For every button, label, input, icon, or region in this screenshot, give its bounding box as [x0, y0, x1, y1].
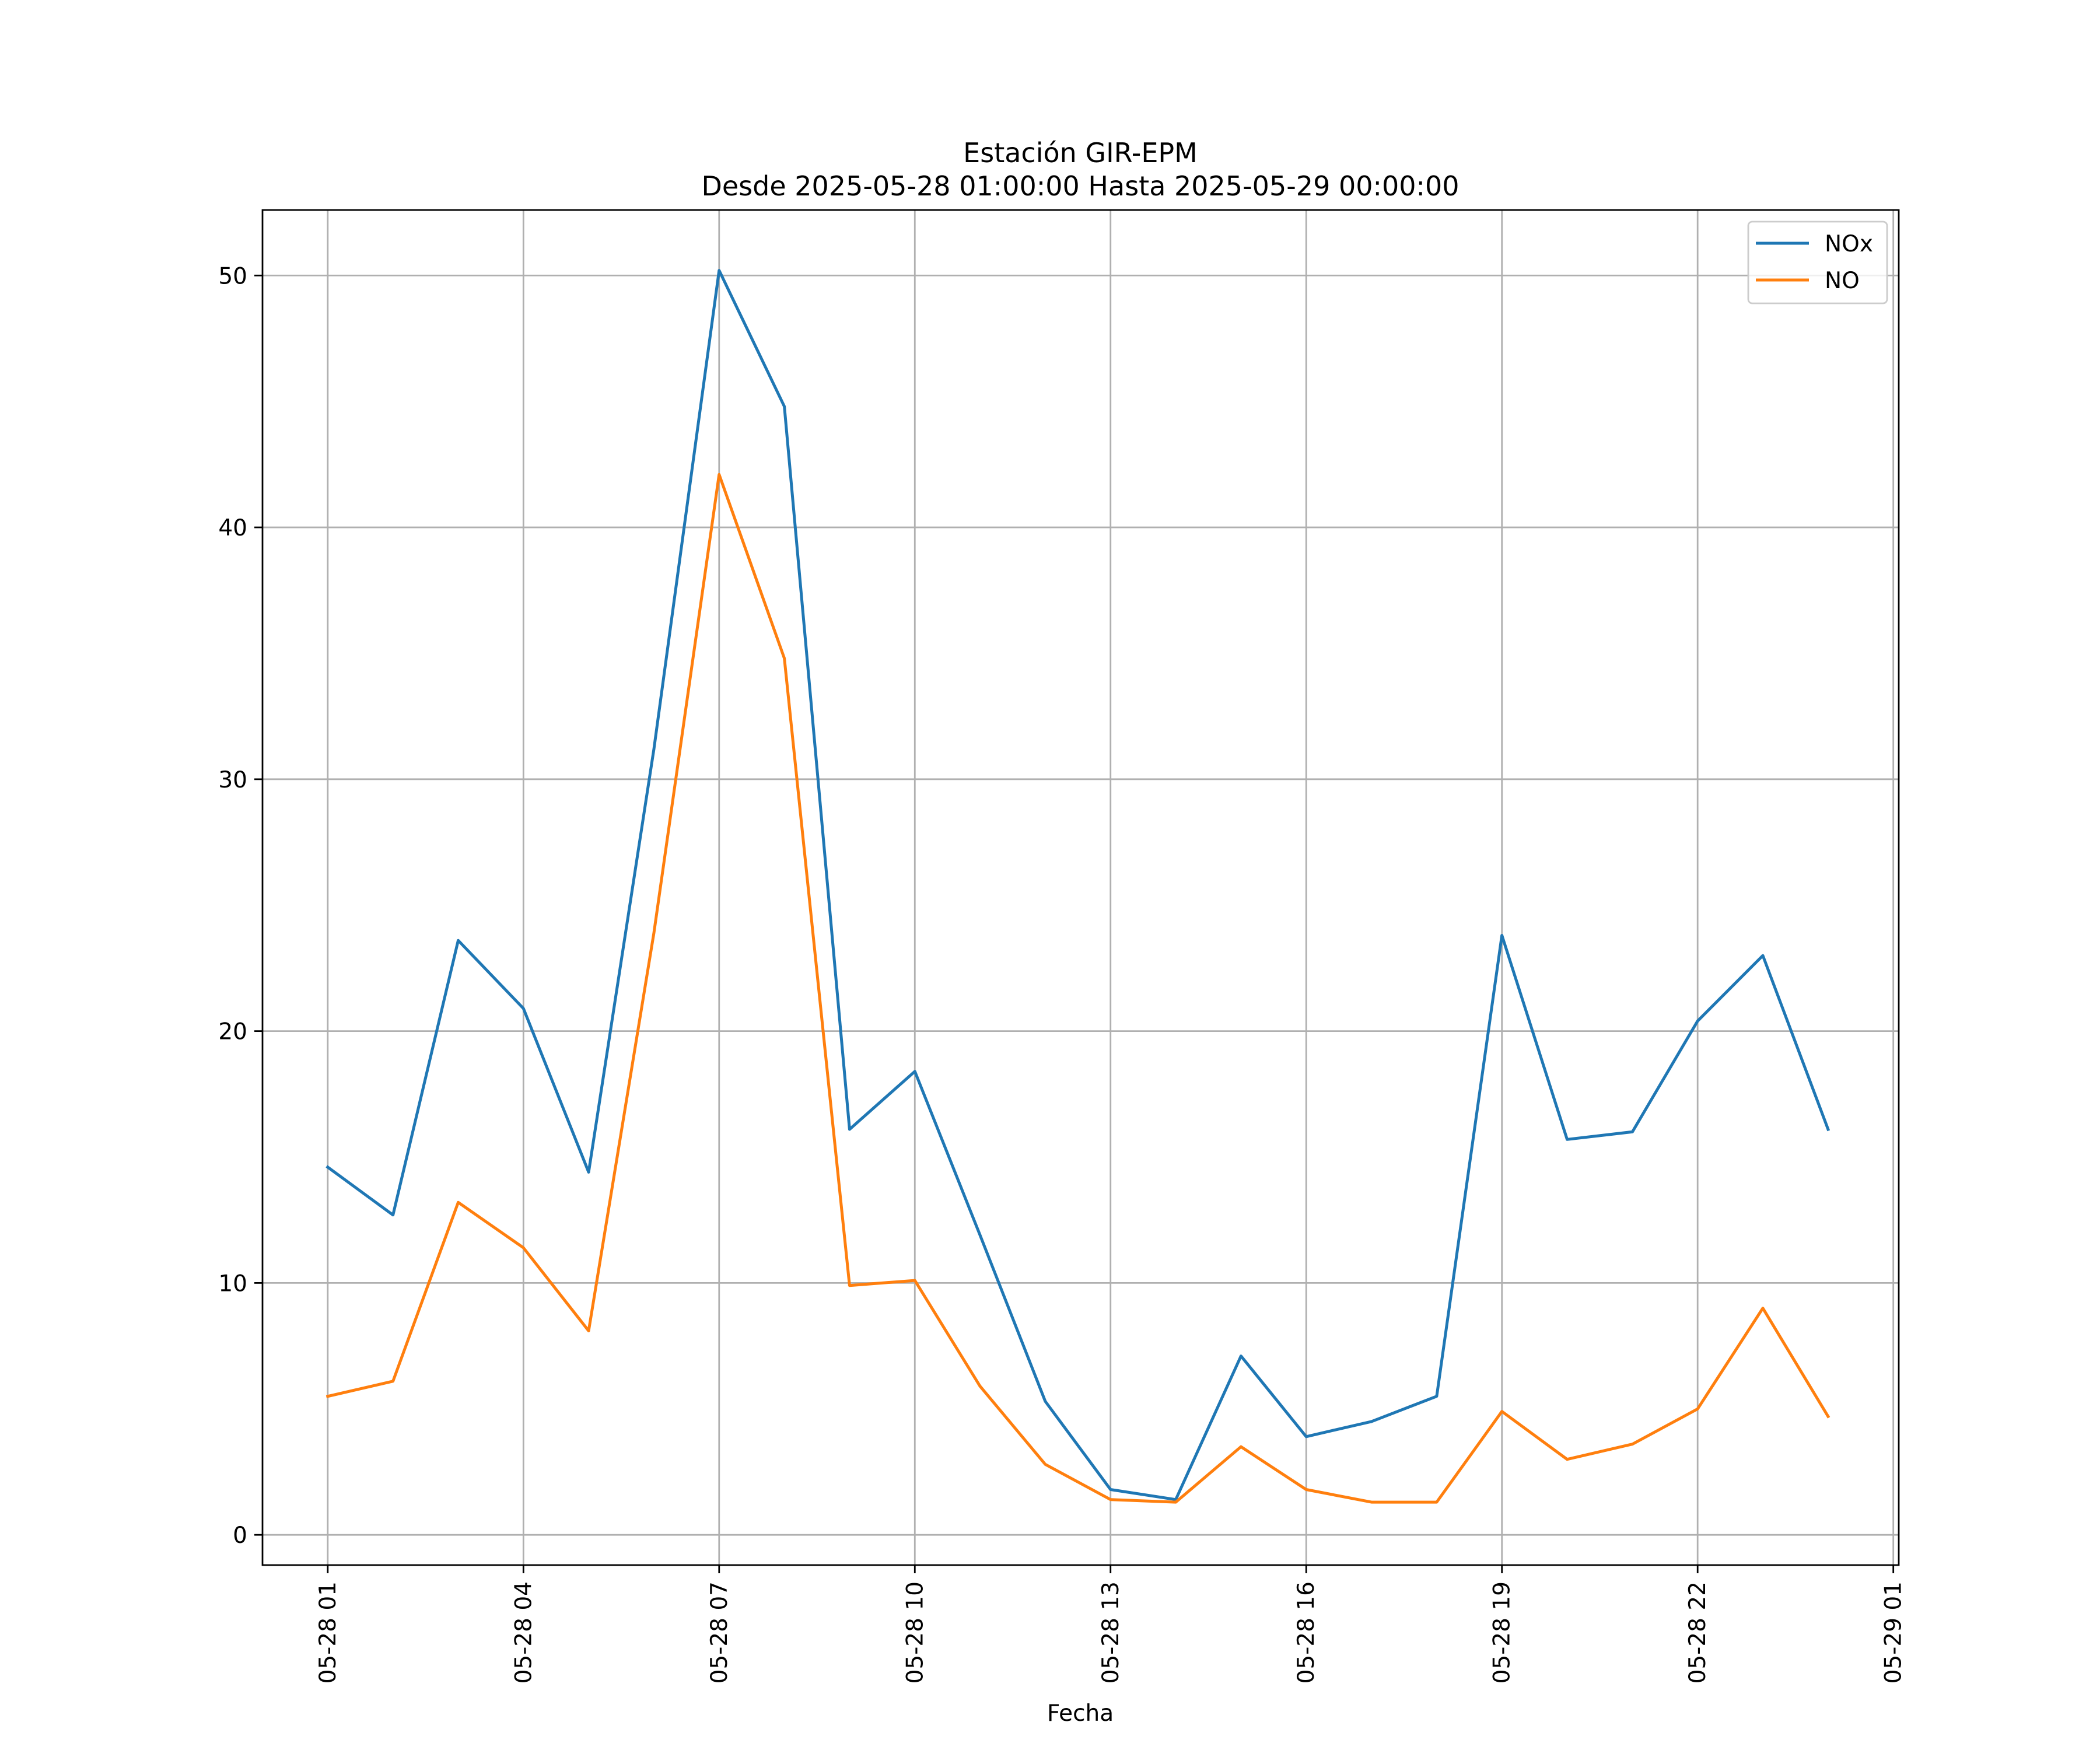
series-line-no: [326, 473, 1831, 1504]
series-line-nox: [326, 269, 1831, 1502]
chart-title: Estación GIR-EPM: [963, 137, 1198, 169]
y-tick-label: 20: [218, 1019, 247, 1045]
axis-ticks: 0 10 20 30 40 50 05-28 01 05-28 04 05-28 07 05-28…: [218, 263, 1906, 1684]
x-tick-label: 05-28 07: [706, 1581, 733, 1684]
chart-subtitle: Desde 2025-05-28 01:00:00 Hasta 2025-05-…: [701, 170, 1459, 202]
series-lines: [326, 269, 1831, 1504]
x-tick-label: 05-28 16: [1293, 1581, 1320, 1684]
x-tick-label: 05-28 19: [1489, 1581, 1516, 1684]
x-tick-label: 05-28 04: [510, 1581, 537, 1684]
y-tick-label: 40: [218, 515, 247, 541]
legend-label-nox: NOx: [1825, 231, 1873, 257]
x-tick-label: 05-28 10: [902, 1581, 928, 1684]
x-tick-label: 05-29 01: [1881, 1581, 1907, 1684]
legend-label-no: NO: [1825, 268, 1860, 294]
y-tick-label: 10: [218, 1270, 247, 1297]
x-axis-label: Fecha: [1047, 1700, 1114, 1727]
grid: [262, 210, 1899, 1565]
x-tick-label: 05-28 22: [1685, 1581, 1711, 1684]
y-tick-label: 0: [233, 1522, 247, 1549]
x-tick-label: 05-28 13: [1098, 1581, 1124, 1684]
y-tick-label: 50: [218, 263, 247, 289]
plot-frame: [261, 209, 1900, 1566]
y-tick-label: 30: [218, 767, 247, 793]
x-tick-label: 05-28 01: [315, 1581, 341, 1684]
legend: NOx NO: [1747, 220, 1888, 304]
